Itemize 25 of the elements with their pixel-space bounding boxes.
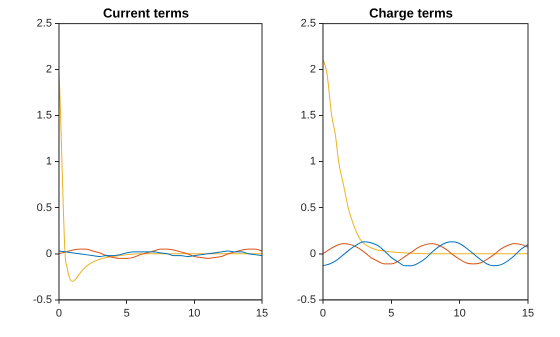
y-tick-label: 1 bbox=[46, 156, 52, 168]
y-tick-label: 2.5 bbox=[36, 18, 52, 30]
y-tick-label: -0.5 bbox=[296, 294, 316, 306]
y-tick-label: 2 bbox=[310, 64, 316, 76]
x-tick-label: 0 bbox=[56, 307, 62, 320]
y-tick-label: 0 bbox=[310, 248, 316, 260]
x-tick-label: 15 bbox=[522, 307, 534, 320]
y-tick-label: 2.5 bbox=[300, 18, 316, 30]
x-tick-label: 5 bbox=[124, 307, 130, 320]
line-series bbox=[322, 58, 528, 254]
chart-title: Current terms bbox=[103, 5, 189, 20]
y-tick-label: -0.5 bbox=[32, 294, 52, 306]
x-tick-label: 10 bbox=[454, 307, 466, 320]
y-tick-label: 1.5 bbox=[300, 110, 316, 122]
y-tick-label: 1.5 bbox=[36, 110, 52, 122]
y-tick-label: 0.5 bbox=[36, 202, 52, 214]
x-tick-label: 0 bbox=[320, 307, 326, 320]
y-tick-label: 0 bbox=[46, 248, 52, 260]
chart-title: Charge terms bbox=[369, 5, 453, 20]
x-tick-label: 5 bbox=[388, 307, 394, 320]
y-tick-label: 0.5 bbox=[300, 202, 316, 214]
x-tick-label: 10 bbox=[188, 307, 200, 320]
y-tick-label: 1 bbox=[310, 156, 316, 168]
y-tick-label: 2 bbox=[46, 64, 52, 76]
x-tick-label: 15 bbox=[256, 307, 268, 320]
